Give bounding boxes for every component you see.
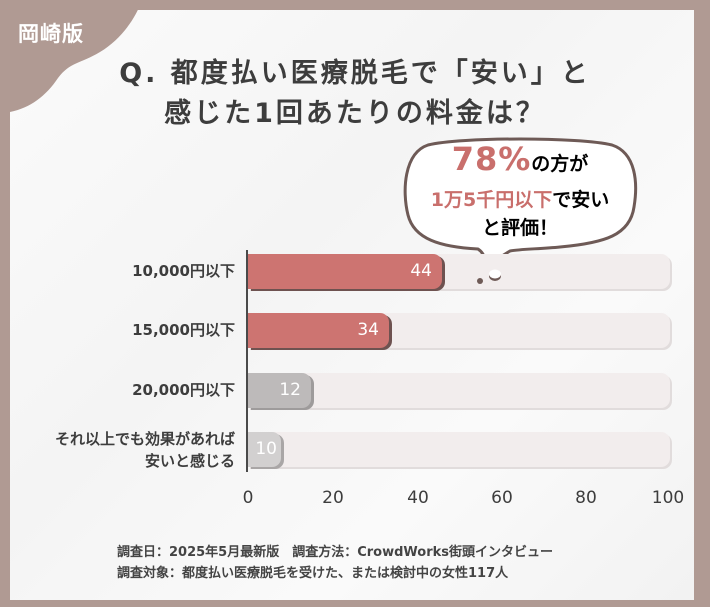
x-tick-100: 100 <box>651 488 685 508</box>
x-tick-0: 0 <box>242 488 254 508</box>
bar-track-4 <box>248 432 670 467</box>
callout-highlight: 1万5千円以下 <box>430 189 553 211</box>
callout-line-1: 78%の方が <box>400 140 640 178</box>
page-title: Q. 都度払い医療脱毛で「安い」と 感じた1回あたりの料金は？ <box>0 54 710 134</box>
bar-3: 12 <box>248 373 311 408</box>
x-tick-80: 80 <box>575 488 597 508</box>
bubble-tail-dots <box>477 269 501 284</box>
bar-track-3 <box>248 373 670 408</box>
callout-bubble: 78%の方が 1万5千円以下で安い と評価！ <box>400 135 640 275</box>
y-axis-line <box>246 250 248 472</box>
callout-line-3: と評価！ <box>481 217 558 239</box>
callout-line-2: 1万5千円以下で安い <box>400 185 640 212</box>
x-tick-40: 40 <box>407 488 429 508</box>
category-label-4-line-2: 安いと感じる <box>144 452 235 470</box>
callout-line-2-suffix: で安い <box>552 189 610 211</box>
bar-4: 10 <box>248 432 281 467</box>
region-badge: 岡崎版 <box>18 22 84 46</box>
category-label-2: 15,000円以下 <box>132 321 235 339</box>
x-tick-20: 20 <box>322 488 344 508</box>
category-label-1: 10,000円以下 <box>132 262 235 280</box>
bar-1: 44 <box>248 254 442 289</box>
title-line-1: Q. 都度払い医療脱毛で「安い」と <box>119 58 591 89</box>
survey-info-line-2: 調査対象：都度払い医療脱毛を受けた、または検討中の女性117人 <box>117 566 509 581</box>
callout-line-1-suffix: の方が <box>531 153 589 175</box>
corner-blob <box>0 0 142 112</box>
x-tick-60: 60 <box>491 488 513 508</box>
bar-2: 34 <box>248 313 389 348</box>
category-label-4-line-1: それ以上でも効果があれば <box>54 430 235 448</box>
category-label-4: それ以上でも効果があれば 安いと感じる <box>55 428 235 472</box>
chart-card <box>10 10 694 600</box>
survey-info-line-1: 調査日：2025年5月最新版 調査方法：CrowdWorks街頭インタビュー <box>117 545 554 560</box>
category-label-3: 20,000円以下 <box>132 381 235 399</box>
speech-bubble-shape <box>403 137 638 269</box>
callout-percent: 78% <box>451 140 532 178</box>
title-line-2: 感じた1回あたりの料金は？ <box>164 98 546 129</box>
